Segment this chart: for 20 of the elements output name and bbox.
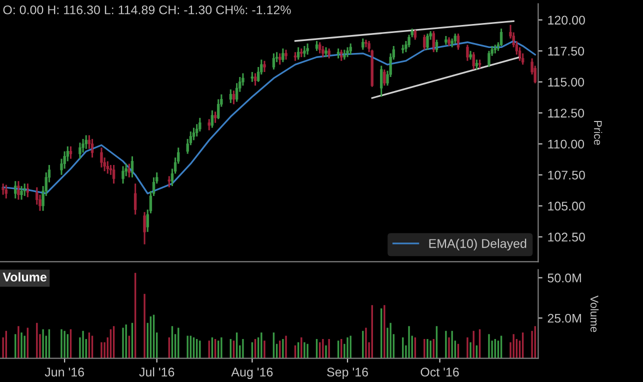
y-tick-label: 25.0M	[548, 314, 581, 323]
y-tick-label: 120.00	[548, 16, 585, 25]
x-tick-label: Aug '16	[231, 368, 273, 379]
x-tick-label: Jun '16	[44, 368, 84, 377]
legend-label: EMA(10) Delayed	[429, 238, 526, 250]
y-tick-label: 107.50	[548, 170, 585, 180]
y-tick-label: 117.50	[548, 46, 584, 56]
chart-title: Volume	[2, 272, 46, 282]
y-tick-label: 105.00	[548, 202, 585, 211]
y-tick-label: 110.00	[548, 140, 584, 149]
y-axis-title: Volume	[590, 296, 599, 332]
y-axis-title: Price	[594, 121, 602, 145]
annotation: O: 0.00 H: 116.30 L: 114.89 CH: -1.30 CH%: -1.12%	[3, 5, 291, 14]
y-tick-label: 102.50	[548, 232, 585, 242]
y-tick-label: 115.00	[548, 78, 584, 87]
x-tick-label: Jul '16	[139, 367, 174, 377]
x-tick-label: Oct '16	[420, 368, 459, 377]
y-tick-label: 50.0M	[548, 274, 581, 282]
y-tick-label: 112.50	[548, 108, 584, 118]
x-tick-label: Sep '16	[327, 368, 368, 379]
